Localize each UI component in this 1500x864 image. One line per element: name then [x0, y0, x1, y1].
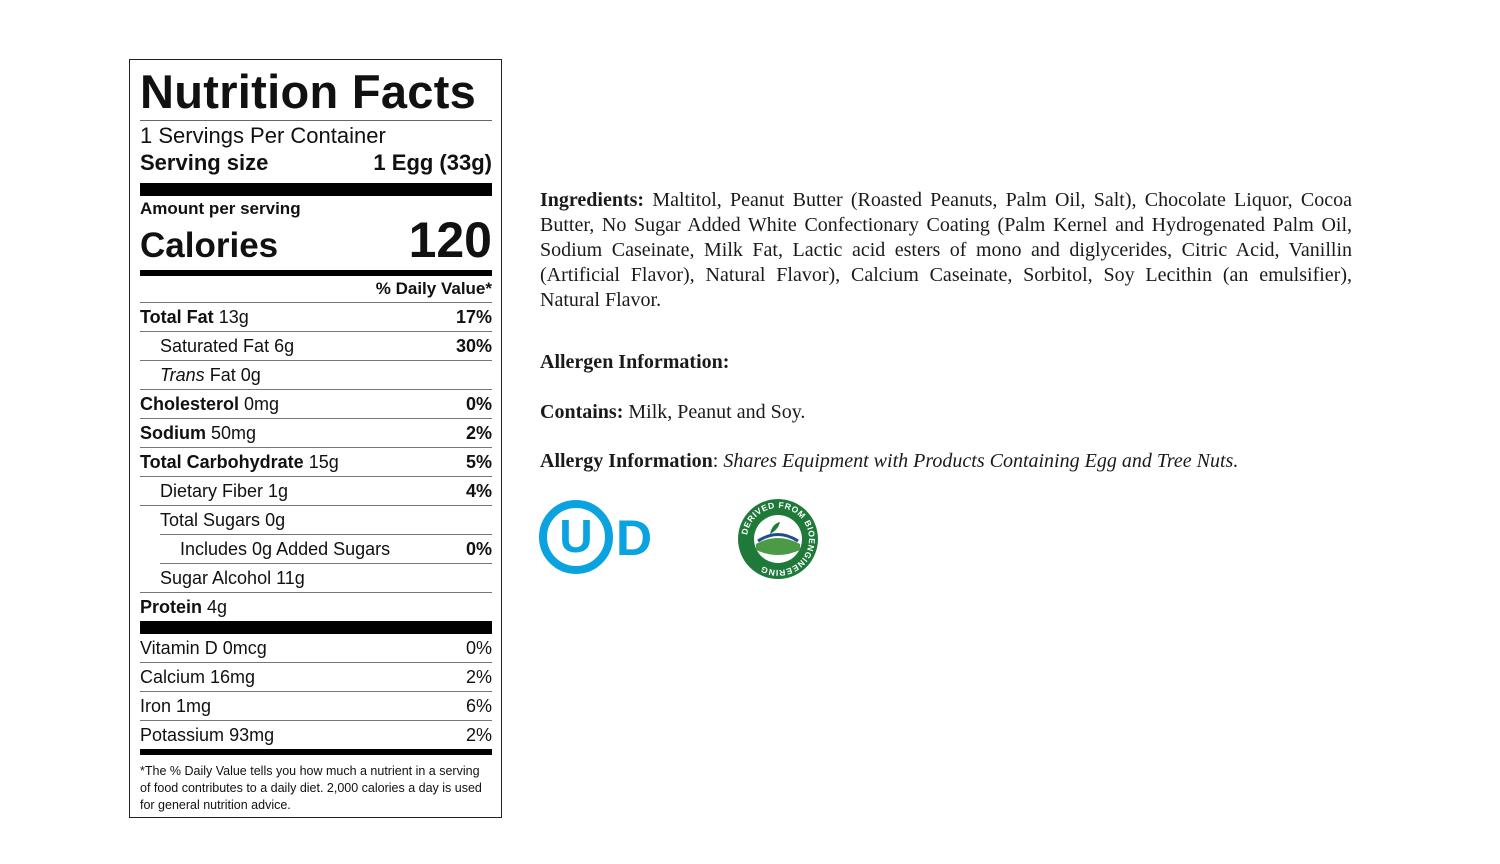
serving-size-value: 1 Egg (33g) [373, 150, 492, 175]
allergy-label: Allergy Information [540, 450, 713, 472]
nutrient-row-saturated-fat: Saturated Fat 6g 30% [140, 331, 492, 360]
protein-divider [140, 621, 492, 634]
nutrient-row-total-sugars: Total Sugars 0g [140, 505, 492, 534]
serving-size-label: Serving size [140, 150, 269, 175]
nutrient-amount: 13g [218, 306, 249, 327]
bio-field [756, 538, 800, 555]
nutrition-facts-title: Nutrition Facts [140, 65, 477, 118]
nutrient-row-sodium: Sodium 50mg 2% [140, 418, 492, 447]
nutrient-amount: 50mg [211, 422, 257, 443]
vitamin-dv: 2% [465, 666, 492, 687]
allergen-heading: Allergen Information: [540, 351, 730, 373]
contains-label: Contains: [540, 401, 624, 423]
nutrient-dv: 4% [465, 480, 492, 501]
nutrient-row-added-sugars: Includes 0g Added Sugars 0% [160, 534, 492, 563]
vitamin-name: Vitamin D [140, 637, 218, 658]
bio-horizon [757, 533, 799, 543]
nutrient-name: Total Carbohydrate [140, 451, 304, 472]
nutrient-row-total-carbohydrate: Total Carbohydrate 15g 5% [140, 447, 492, 476]
daily-value-header: % Daily Value* [375, 279, 492, 298]
vitamin-name: Iron [140, 695, 172, 716]
nutrient-amount: 6g [274, 335, 295, 356]
nutrient-name: Total Fat [140, 306, 214, 327]
nutrient-dv: 5% [465, 451, 492, 472]
amount-per-serving: Amount per serving [140, 199, 301, 218]
vitamin-row-iron: Iron 1mg 6% [140, 691, 492, 720]
allergy-line: Allergy Information: Shares Equipment wi… [540, 449, 1352, 474]
nutrient-name: Trans [160, 364, 205, 385]
vitamin-amount: 1mg [176, 695, 212, 716]
daily-value-footnote: *The % Daily Value tells you how much a … [140, 764, 482, 812]
vitamin-dv: 2% [465, 724, 492, 745]
nutrient-dv: 17% [455, 306, 492, 327]
nutrient-dv: 30% [455, 335, 492, 356]
allergy-text: Shares Equipment with Products Containin… [723, 450, 1239, 472]
nutrient-name: Dietary Fiber [160, 480, 264, 501]
nutrient-name: Total Sugars [160, 509, 261, 530]
calories-label: Calories [140, 226, 279, 265]
nutrient-amount: 0g [265, 509, 286, 530]
ud-letter-u: U [559, 510, 592, 562]
nutrient-amount: 15g [308, 451, 339, 472]
nutrient-name: Saturated Fat [160, 335, 270, 356]
medium-divider [140, 270, 492, 276]
bio-leaf-icon [770, 522, 780, 534]
nutrient-name: Protein [140, 596, 203, 617]
calories-row: Calories 120 [140, 215, 492, 265]
vitamin-amount: 93mg [229, 724, 275, 745]
bioengineering-logo: DERIVED FROM BIOENGINEERING [738, 499, 818, 579]
nutrient-dv: 0% [465, 393, 492, 414]
ingredients-label: Ingredients: [540, 189, 645, 211]
vitamin-name: Calcium [140, 666, 206, 687]
nutrient-row-dietary-fiber: Dietary Fiber 1g 4% [140, 476, 492, 505]
nutrient-dv: 0% [465, 538, 492, 559]
product-info: Ingredients: Maltitol, Peanut Butter (Ro… [540, 188, 1352, 474]
vitamin-row-potassium: Potassium 93mg 2% [140, 720, 492, 749]
vitamin-dv: 6% [465, 695, 492, 716]
vitamin-amount: 16mg [210, 666, 256, 687]
nutrient-amount: 1g [268, 480, 289, 501]
footnote-divider [140, 749, 492, 755]
nutrient-row-sugar-alcohol: Sugar Alcohol 11g [160, 563, 492, 592]
thick-divider [140, 183, 492, 196]
nutrient-amount: 11g [276, 567, 305, 588]
nutrient-row-total-fat: Total Fat 13g 17% [140, 302, 492, 331]
ingredients-paragraph: Ingredients: Maltitol, Peanut Butter (Ro… [540, 188, 1352, 313]
vitamin-row-vitamin-d: Vitamin D 0mcg 0% [140, 634, 492, 662]
nutrient-name: Includes 0g Added Sugars [180, 538, 391, 559]
allergy-colon: : [712, 450, 719, 472]
servings-per-container: 1 Servings Per Container [140, 123, 386, 148]
vitamin-name: Potassium [140, 724, 225, 745]
nutrient-name: Sugar Alcohol [160, 567, 272, 588]
nutrient-name-suffix: Fat [209, 364, 236, 385]
ud-circle [539, 500, 613, 574]
serving-size-row: Serving size 1 Egg (33g) [140, 149, 492, 177]
vitamin-amount: 0mcg [222, 637, 267, 658]
nutrient-amount: 0g [240, 364, 261, 385]
ud-letter-d: D [616, 510, 652, 566]
contains-text: Milk, Peanut and Soy. [628, 401, 806, 423]
vitamin-dv: 0% [465, 637, 492, 658]
nutrient-row-cholesterol: Cholesterol 0mg 0% [140, 389, 492, 418]
nutrient-dv: 2% [465, 422, 492, 443]
nutrient-row-protein: Protein 4g [140, 592, 492, 621]
nutrient-amount: 0mg [244, 393, 280, 414]
nutrition-facts-panel: Nutrition Facts 1 Servings Per Container… [129, 59, 502, 818]
nutrient-amount: 4g [207, 596, 228, 617]
ingredients-text: Maltitol, Peanut Butter (Roasted Peanuts… [540, 189, 1353, 311]
kosher-ud-logo: U D [539, 500, 652, 574]
contains-line: Contains: Milk, Peanut and Soy. [540, 400, 1352, 425]
calories-value: 120 [408, 212, 492, 268]
nutrient-row-trans-fat: Trans Fat 0g [140, 360, 492, 389]
nutrient-name: Sodium [140, 422, 206, 443]
vitamin-row-calcium: Calcium 16mg 2% [140, 662, 492, 691]
divider [140, 120, 492, 121]
nutrient-name: Cholesterol [140, 393, 240, 414]
